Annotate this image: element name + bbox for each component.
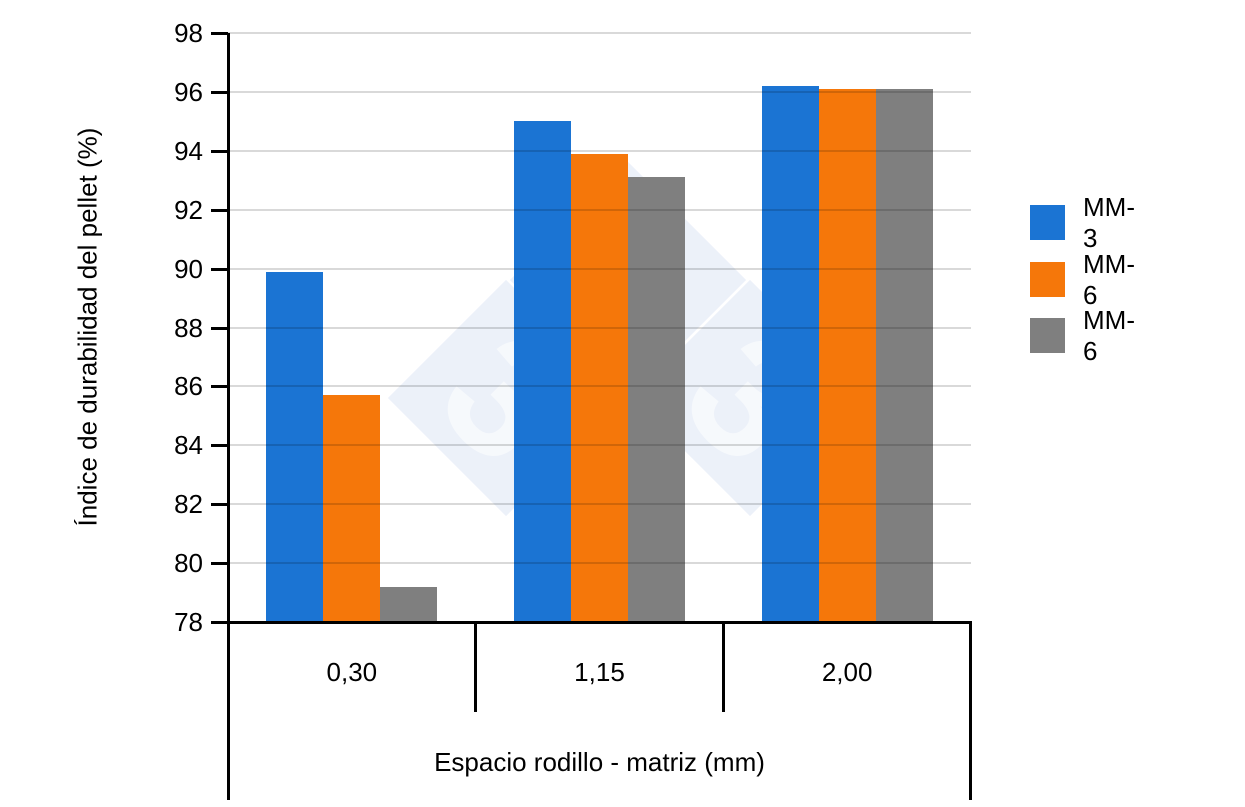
- gridline-98: [228, 32, 971, 34]
- category-separator-1: [474, 622, 478, 712]
- legend-label-mm6-gray: MM-6: [1083, 304, 1135, 366]
- bar-MM-6-0,30: [380, 586, 438, 622]
- gridline-88: [228, 326, 971, 329]
- y-tick-88: [211, 326, 228, 330]
- y-tick-label-86: 86: [174, 371, 203, 402]
- bar-MM-3-1,15: [514, 121, 571, 622]
- bar-MM-3-0,30: [266, 271, 324, 622]
- y-tick-label-96: 96: [174, 76, 203, 107]
- gridline-90: [228, 267, 971, 270]
- category-label-2,00: 2,00: [821, 657, 873, 687]
- bar-MM-6-1,15: [628, 177, 685, 622]
- y-tick-82: [211, 503, 228, 507]
- legend-item-mm6-gray: MM-6: [1030, 305, 1135, 366]
- y-tick-98: [211, 32, 228, 35]
- legend-label-mm3: MM-3: [1083, 191, 1135, 253]
- gridline-96: [228, 90, 971, 93]
- y-tick-label-90: 90: [174, 253, 203, 284]
- x-axis-title: Espacio rodillo - matriz (mm): [434, 747, 765, 777]
- y-tick-label-92: 92: [174, 194, 203, 225]
- gridline-80: [228, 562, 971, 565]
- category-label-1,15: 1,15: [574, 657, 625, 687]
- y-tick-92: [211, 208, 228, 212]
- bar-MM-3-2,00: [761, 86, 819, 622]
- legend-swatch-mm3: [1030, 205, 1065, 240]
- legend-swatch-mm6-gray: [1030, 318, 1065, 353]
- gridline-82: [228, 503, 971, 506]
- y-tick-label-78: 78: [174, 607, 203, 637]
- y-tick-label-82: 82: [174, 489, 203, 520]
- y-tick-96: [211, 90, 228, 94]
- category-separator-2: [721, 622, 725, 712]
- legend-item-mm3: MM-3: [1030, 192, 1135, 253]
- y-tick-86: [211, 385, 228, 389]
- y-tick-label-84: 84: [174, 430, 203, 461]
- bar-MM-6-0,30: [323, 395, 381, 622]
- y-tick-84: [211, 444, 228, 448]
- y-tick-90: [211, 267, 228, 271]
- y-axis-title: Índice de durabilidad del pellet (%): [72, 127, 103, 527]
- plot-right-border: [969, 621, 972, 800]
- bar-MM-6-1,15: [571, 153, 628, 622]
- y-tick-label-88: 88: [174, 312, 203, 343]
- y-tick-94: [211, 149, 228, 153]
- legend-item-mm6-orange: MM-6: [1030, 249, 1135, 310]
- legend-swatch-mm6-orange: [1030, 262, 1065, 297]
- legend-label-mm6-orange: MM-6: [1083, 248, 1135, 310]
- y-tick-80: [211, 562, 228, 566]
- x-axis-line: [211, 621, 972, 624]
- y-tick-label-94: 94: [174, 135, 203, 166]
- y-tick-label-98: 98: [174, 18, 203, 48]
- bar-MM-6-2,00: [818, 88, 876, 622]
- gridline-86: [228, 385, 971, 388]
- y-axis-line: [227, 33, 230, 800]
- gridline-92: [228, 208, 971, 211]
- gridline-94: [228, 149, 971, 152]
- category-label-0,30: 0,30: [326, 657, 378, 687]
- gridline-84: [228, 444, 971, 447]
- bar-MM-6-2,00: [875, 88, 933, 622]
- y-tick-label-80: 80: [174, 548, 203, 579]
